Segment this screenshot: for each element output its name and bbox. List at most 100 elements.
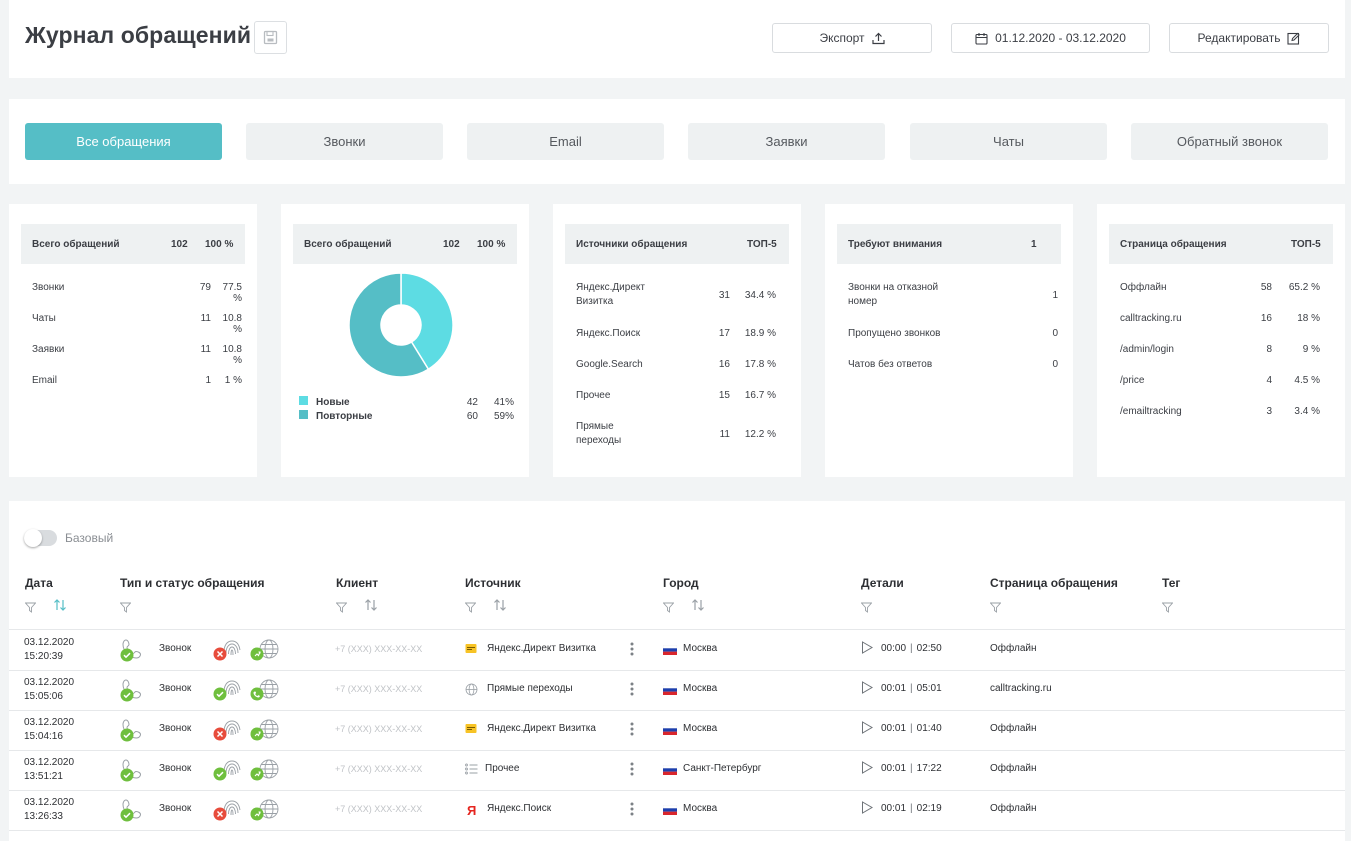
edit-button[interactable]: Редактировать [1169,23,1329,53]
filter-tag-icon[interactable] [1161,600,1174,618]
sort-source-icon[interactable] [493,598,507,617]
card-pct: 100 % [477,239,506,250]
client-phone[interactable]: +7 (XXX) XXX-XX-XX [335,724,423,734]
row-type: Звонок [159,763,192,774]
card-sources: Источники обращения ТОП-5 Яндекс.Директ В… [553,204,801,477]
col-city: Город [663,576,699,590]
status-ok-icon [120,808,134,825]
filter-page-icon[interactable] [989,600,1002,618]
duration-separator: | [910,723,913,734]
wait-time: 00:01 [881,723,907,734]
russia-flag-icon [662,764,678,778]
save-button[interactable] [254,21,287,54]
card-title: Всего обращений [32,239,120,250]
filter-date-icon[interactable] [24,600,37,618]
table-row[interactable]: 03.12.2020 15:05:06 Звонок +7 (XXX) XXX-XX-… [9,670,1345,711]
visit-badge-icon [250,687,264,704]
type-tabs: Все обращения Звонки Email Заявки Чаты О… [9,99,1345,184]
client-phone[interactable]: +7 (XXX) XXX-XX-XX [335,684,423,694]
fingerprint-error-icon [213,807,227,824]
globe-icon [258,758,280,783]
row-menu-icon[interactable] [630,722,634,739]
table-row[interactable]: 03.12.2020 15:20:39 Звонок +7 (XXX) XXX-XX-… [9,630,1345,671]
play-record-icon[interactable] [861,801,873,817]
donut-chart [348,272,454,378]
pie-slice-1 [348,272,430,378]
edit-label: Редактировать [1197,31,1281,45]
filter-client-icon[interactable] [335,600,348,618]
col-source: Источник [465,576,521,590]
talk-time: 17:22 [916,763,942,774]
row-source: Яндекс.Директ Визитка [487,643,596,654]
floppy-icon [263,30,278,45]
tab-email[interactable]: Email [467,123,664,160]
row-menu-icon[interactable] [630,642,634,659]
tab-all[interactable]: Все обращения [25,123,222,160]
wait-time: 00:01 [881,683,907,694]
sort-date-icon[interactable] [53,598,67,617]
client-phone[interactable]: +7 (XXX) XXX-XX-XX [335,804,423,814]
export-label: Экспорт [819,31,865,45]
filter-type-icon[interactable] [119,600,132,618]
call-durations: 00:01 | 05:01 [881,683,942,694]
legend-swatch [299,410,308,419]
play-record-icon[interactable] [861,761,873,777]
row-date: 03.12.2020 [24,717,75,728]
row-date: 03.12.2020 [24,677,75,688]
call-durations: 00:01 | 01:40 [881,723,942,734]
table-row[interactable]: 03.12.2020 13:51:21 Звонок +7 (XXX) XXX-XX-… [9,750,1345,791]
visit-badge-icon [250,767,264,784]
toggle-label: Базовый [65,531,114,545]
filter-city-icon[interactable] [662,600,675,618]
client-phone[interactable]: +7 (XXX) XXX-XX-XX [335,644,423,654]
card-title: Страница обращения [1120,239,1227,250]
row-source: Прямые переходы [487,683,573,694]
play-record-icon[interactable] [861,721,873,737]
yandex-icon: Я [465,803,477,819]
base-mode-toggle[interactable] [24,529,57,547]
row-page: Оффлайн [990,803,1037,814]
visit-badge-icon [250,647,264,664]
filter-source-icon[interactable] [464,600,477,618]
row-time: 13:51:21 [24,771,63,782]
header-divider [9,629,1345,630]
col-type: Тип и статус обращения [120,576,265,590]
row-page: Оффлайн [990,763,1037,774]
play-record-icon[interactable] [861,641,873,657]
filter-details-icon[interactable] [860,600,873,618]
row-date: 03.12.2020 [24,797,75,808]
card-pie: Всего обращений 102 100 % Новые 42 41% П… [281,204,529,477]
row-city: Москва [683,803,718,814]
export-button[interactable]: Экспорт [772,23,932,53]
tab-calls[interactable]: Звонки [246,123,443,160]
tab-requests[interactable]: Заявки [688,123,885,160]
row-menu-icon[interactable] [630,802,634,819]
table-row[interactable]: 03.12.2020 15:04:16 Звонок +7 (XXX) XXX-XX-… [9,710,1345,751]
talk-time: 02:50 [916,643,942,654]
talk-time: 05:01 [916,683,942,694]
card-title: Всего обращений [304,239,392,250]
russia-flag-icon [662,684,678,698]
sort-city-icon[interactable] [691,598,705,617]
row-menu-icon[interactable] [630,762,634,779]
row-source: Яндекс.Поиск [487,803,552,814]
row-divider [9,790,1345,791]
row-city: Москва [683,723,718,734]
play-record-icon[interactable] [861,681,873,697]
date-range-button[interactable]: 01.12.2020 - 03.12.2020 [951,23,1150,53]
table-row[interactable]: 03.12.2020 13:26:33 Звонок +7 (XXX) XXX-XX-… [9,790,1345,831]
sort-client-icon[interactable] [364,598,378,617]
visit-badge-icon [250,807,264,824]
svg-text:Я: Я [467,803,476,816]
row-menu-icon[interactable] [630,682,634,699]
row-type: Звонок [159,723,192,734]
card-count: 102 [171,239,188,250]
fingerprint-icon [221,718,243,743]
col-date: Дата [25,576,53,590]
card-attention: Требуют внимания 1 Звонки на отказной ном… [825,204,1073,477]
client-phone[interactable]: +7 (XXX) XXX-XX-XX [335,764,423,774]
tab-chats[interactable]: Чаты [910,123,1107,160]
tab-callback[interactable]: Обратный звонок [1131,123,1328,160]
fingerprint-ok-icon [213,687,227,704]
fingerprint-icon [221,798,243,823]
